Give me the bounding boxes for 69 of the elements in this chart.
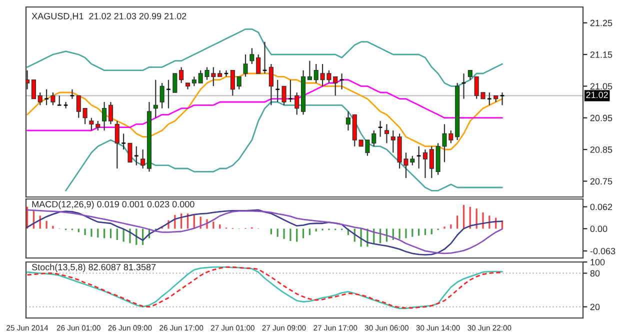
y-tick-label: 0.062 (590, 204, 612, 210)
candlestick (339, 72, 344, 90)
candlestick (236, 76, 242, 90)
line-series (26, 28, 503, 87)
y-tick-label: 21.25 (590, 20, 612, 26)
candlestick (153, 79, 158, 118)
candlestick (429, 146, 434, 179)
candlestick (89, 117, 94, 132)
candlestick (38, 92, 42, 106)
candlestick (378, 120, 383, 138)
candlestick (410, 155, 415, 166)
candlestick (96, 120, 100, 132)
candlestick (486, 92, 492, 106)
candlestick (166, 79, 172, 109)
candlestick (256, 54, 261, 74)
candlestick (282, 86, 286, 106)
candlestick (230, 70, 235, 96)
y-tick-label: 21.05 (590, 83, 612, 90)
candlestick (250, 48, 254, 65)
candlestick (288, 79, 293, 103)
candlestick (31, 79, 36, 100)
ref-line-label: 21.02 (586, 92, 608, 98)
candlestick (108, 101, 113, 125)
candlestick (192, 76, 196, 87)
candlestick (114, 120, 120, 170)
candlestick (56, 95, 62, 106)
candlestick (179, 66, 184, 84)
chart-title: MACD(12,26,9) 0.019 0.001 0.023 0.000 (32, 200, 194, 210)
candlestick (268, 63, 274, 106)
y-tick-label: 20.95 (590, 114, 612, 122)
y-tick-label: 100 (590, 258, 605, 266)
y-tick-label: -0.063 (590, 248, 616, 254)
candlestick (134, 146, 139, 166)
candlestick (422, 148, 428, 179)
candlestick (307, 60, 312, 80)
candlestick (70, 88, 75, 100)
y-tick-label: 0.00 (590, 226, 608, 232)
candlestick (63, 101, 68, 109)
candlestick (390, 130, 396, 154)
candlestick (102, 101, 107, 132)
candlestick (384, 124, 389, 144)
chart-title: Stoch(13,5,8) 82.6087 81.3587 (32, 264, 156, 272)
candlestick (346, 110, 350, 132)
candlestick (372, 130, 376, 147)
candlestick (172, 73, 178, 93)
candlestick (314, 63, 318, 84)
candlestick (275, 79, 280, 103)
candlestick (333, 76, 338, 96)
candlestick (416, 146, 422, 170)
y-tick-label: 20 (590, 304, 600, 310)
candlestick (500, 92, 505, 106)
candlestick (468, 70, 472, 80)
y-tick-label: 20.85 (590, 146, 612, 153)
candlestick (294, 92, 300, 116)
candlestick (26, 70, 30, 90)
candlestick (50, 92, 56, 106)
candlestick (128, 142, 132, 163)
y-tick-label: 21.15 (590, 51, 612, 58)
candlestick (76, 95, 81, 118)
candlestick (121, 133, 126, 150)
candlestick (82, 108, 88, 125)
y-tick-label: 20.75 (590, 178, 612, 185)
y-tick-label: 80 (590, 270, 600, 277)
candlestick (243, 54, 248, 78)
candlestick (140, 148, 146, 170)
candlestick (44, 88, 50, 106)
candlestick (160, 82, 164, 109)
candlestick (262, 41, 268, 74)
text: XAGUSD,H1 21.02 21.03 20.99 21.02 (32, 12, 186, 20)
